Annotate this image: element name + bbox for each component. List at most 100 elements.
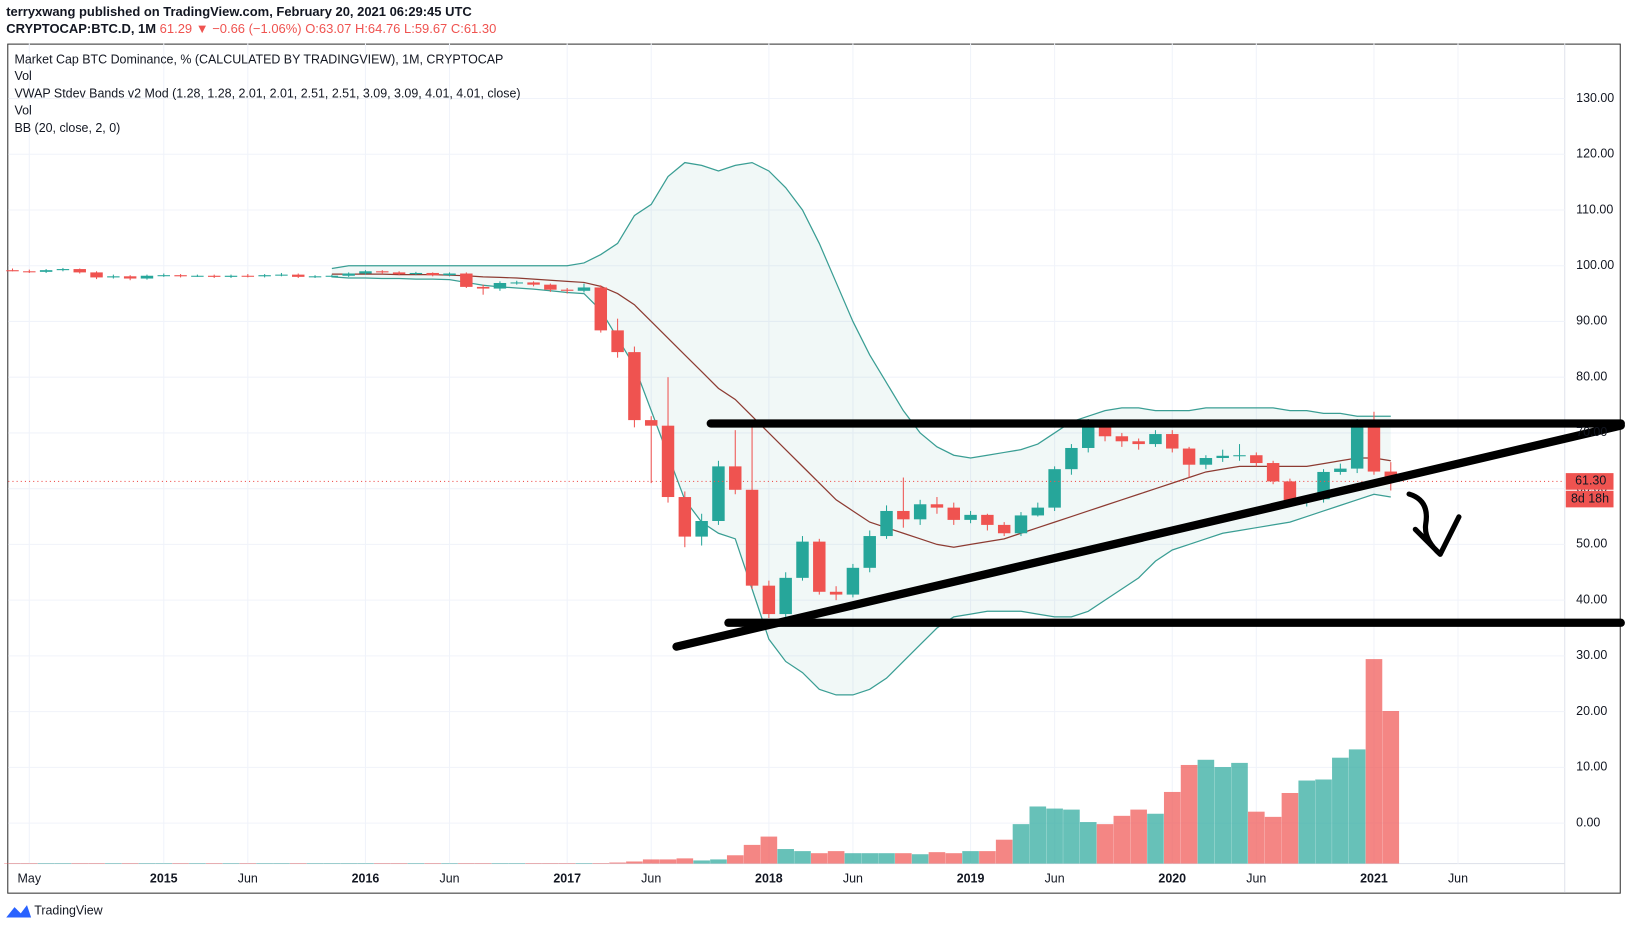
volume-bar: [256, 863, 273, 864]
candle-body: [510, 282, 523, 284]
y-tick-label: 70.00: [1576, 425, 1607, 439]
last: 61.29: [160, 22, 192, 37]
x-tick-label: 2017: [553, 871, 581, 885]
volume-bar: [1046, 808, 1063, 864]
volume-bar: [390, 863, 408, 864]
y-tick-label: 130.00: [1576, 91, 1614, 105]
arrow: [1406, 491, 1462, 557]
candle-body: [981, 514, 994, 525]
y-tick-label: 10.00: [1576, 760, 1607, 774]
volume-bar: [172, 863, 189, 864]
x-tick-label: Jun: [439, 871, 459, 885]
volume-bar: [844, 853, 862, 864]
candle-body: [544, 284, 557, 290]
candle-body: [275, 274, 288, 276]
volume-bar: [575, 863, 593, 864]
candle-body: [6, 270, 19, 272]
volume-bar: [273, 863, 290, 864]
candle-body: [241, 275, 255, 277]
candle-body: [39, 270, 53, 272]
candle-body: [846, 567, 860, 595]
low: L:59.67: [404, 22, 447, 37]
bb-lower: [331, 276, 1391, 696]
x-tick-label: 2015: [150, 871, 178, 885]
candle-body: [140, 275, 154, 279]
volume-bar: [340, 863, 357, 864]
volume-bar: [777, 849, 794, 864]
x-tick-label: 2016: [352, 871, 380, 885]
close: C:61.30: [451, 22, 496, 37]
candle-body: [661, 425, 675, 498]
candle-body: [123, 276, 137, 279]
y-tick-label: 30.00: [1576, 648, 1607, 662]
volume-bar: [1130, 809, 1147, 864]
volume-bar: [693, 860, 710, 864]
candle-body: [1367, 426, 1381, 472]
change-value: −0.66 (−1.06%): [212, 22, 301, 37]
y-tick-label: 100.00: [1576, 258, 1614, 272]
candle-body: [1266, 463, 1280, 482]
countdown-label: 8d 18h: [1571, 491, 1609, 505]
volume-bar: [642, 859, 660, 864]
volume-bar: [373, 863, 391, 864]
publisher: terryxwang published on TradingView.com,…: [6, 4, 472, 19]
volume-bar: [1147, 813, 1164, 864]
volume-bar: [911, 854, 929, 864]
candle-body: [1334, 468, 1347, 472]
candle-body: [997, 524, 1011, 534]
candle-body: [191, 275, 204, 277]
candle-body: [1182, 448, 1196, 465]
volume-bar: [878, 853, 895, 864]
candle-body: [712, 466, 725, 521]
candle-body: [308, 276, 322, 278]
volume-bar: [289, 863, 307, 864]
candle-body: [745, 489, 759, 586]
volume-bar: [1214, 767, 1231, 864]
plot: [4, 161, 1565, 864]
volume-bar: [1029, 806, 1047, 864]
y-tick-label: 20.00: [1576, 704, 1607, 718]
candle-body: [594, 287, 608, 331]
legend-item: Market Cap BTC Dominance, % (CALCULATED …: [15, 52, 504, 66]
candle-body: [23, 271, 36, 273]
grid: [8, 43, 1565, 864]
candle-body: [1014, 515, 1028, 534]
volume-bar: [1248, 811, 1265, 864]
volume-bar: [1348, 749, 1366, 864]
x-tick-label: 2021: [1360, 871, 1388, 885]
candle-body: [1283, 481, 1297, 501]
x-tick-label: 2020: [1158, 871, 1186, 885]
bb-middle: [331, 273, 1391, 548]
volume-bar: [979, 851, 996, 864]
candle-body: [947, 507, 960, 520]
volume-bar: [626, 861, 643, 864]
volume-bar: [491, 863, 509, 864]
footer-text: TradingView: [34, 904, 103, 918]
candle-body: [1250, 455, 1263, 464]
candle-body: [443, 273, 456, 276]
volume-bar: [827, 851, 845, 864]
volume-bar: [1096, 824, 1114, 864]
candle-body: [930, 504, 944, 508]
candle-body: [73, 269, 86, 273]
x-tick-label: 2018: [755, 871, 783, 885]
volume-bar: [945, 853, 963, 864]
volume-bar: [592, 863, 610, 864]
y-tick-label: 80.00: [1576, 369, 1607, 383]
x-tick-label: Jun: [843, 871, 863, 885]
candle-body: [779, 577, 792, 615]
volume-bar: [1180, 764, 1198, 864]
ohlc-line: CRYPTOCAP:BTC.D, 1M 61.29 ▼ −0.66 (−1.06…: [6, 22, 496, 37]
candle-body: [174, 275, 187, 277]
volume-bar: [1079, 822, 1097, 864]
volume-bar: [71, 863, 89, 864]
open: O:63.07: [305, 22, 351, 37]
volume-bar: [525, 863, 542, 864]
candle-body: [426, 272, 439, 276]
candle-body: [1115, 436, 1129, 442]
volume-bar: [508, 863, 526, 864]
volume-bar: [609, 862, 626, 864]
candle-body: [460, 273, 473, 287]
candle-body: [1132, 441, 1145, 445]
